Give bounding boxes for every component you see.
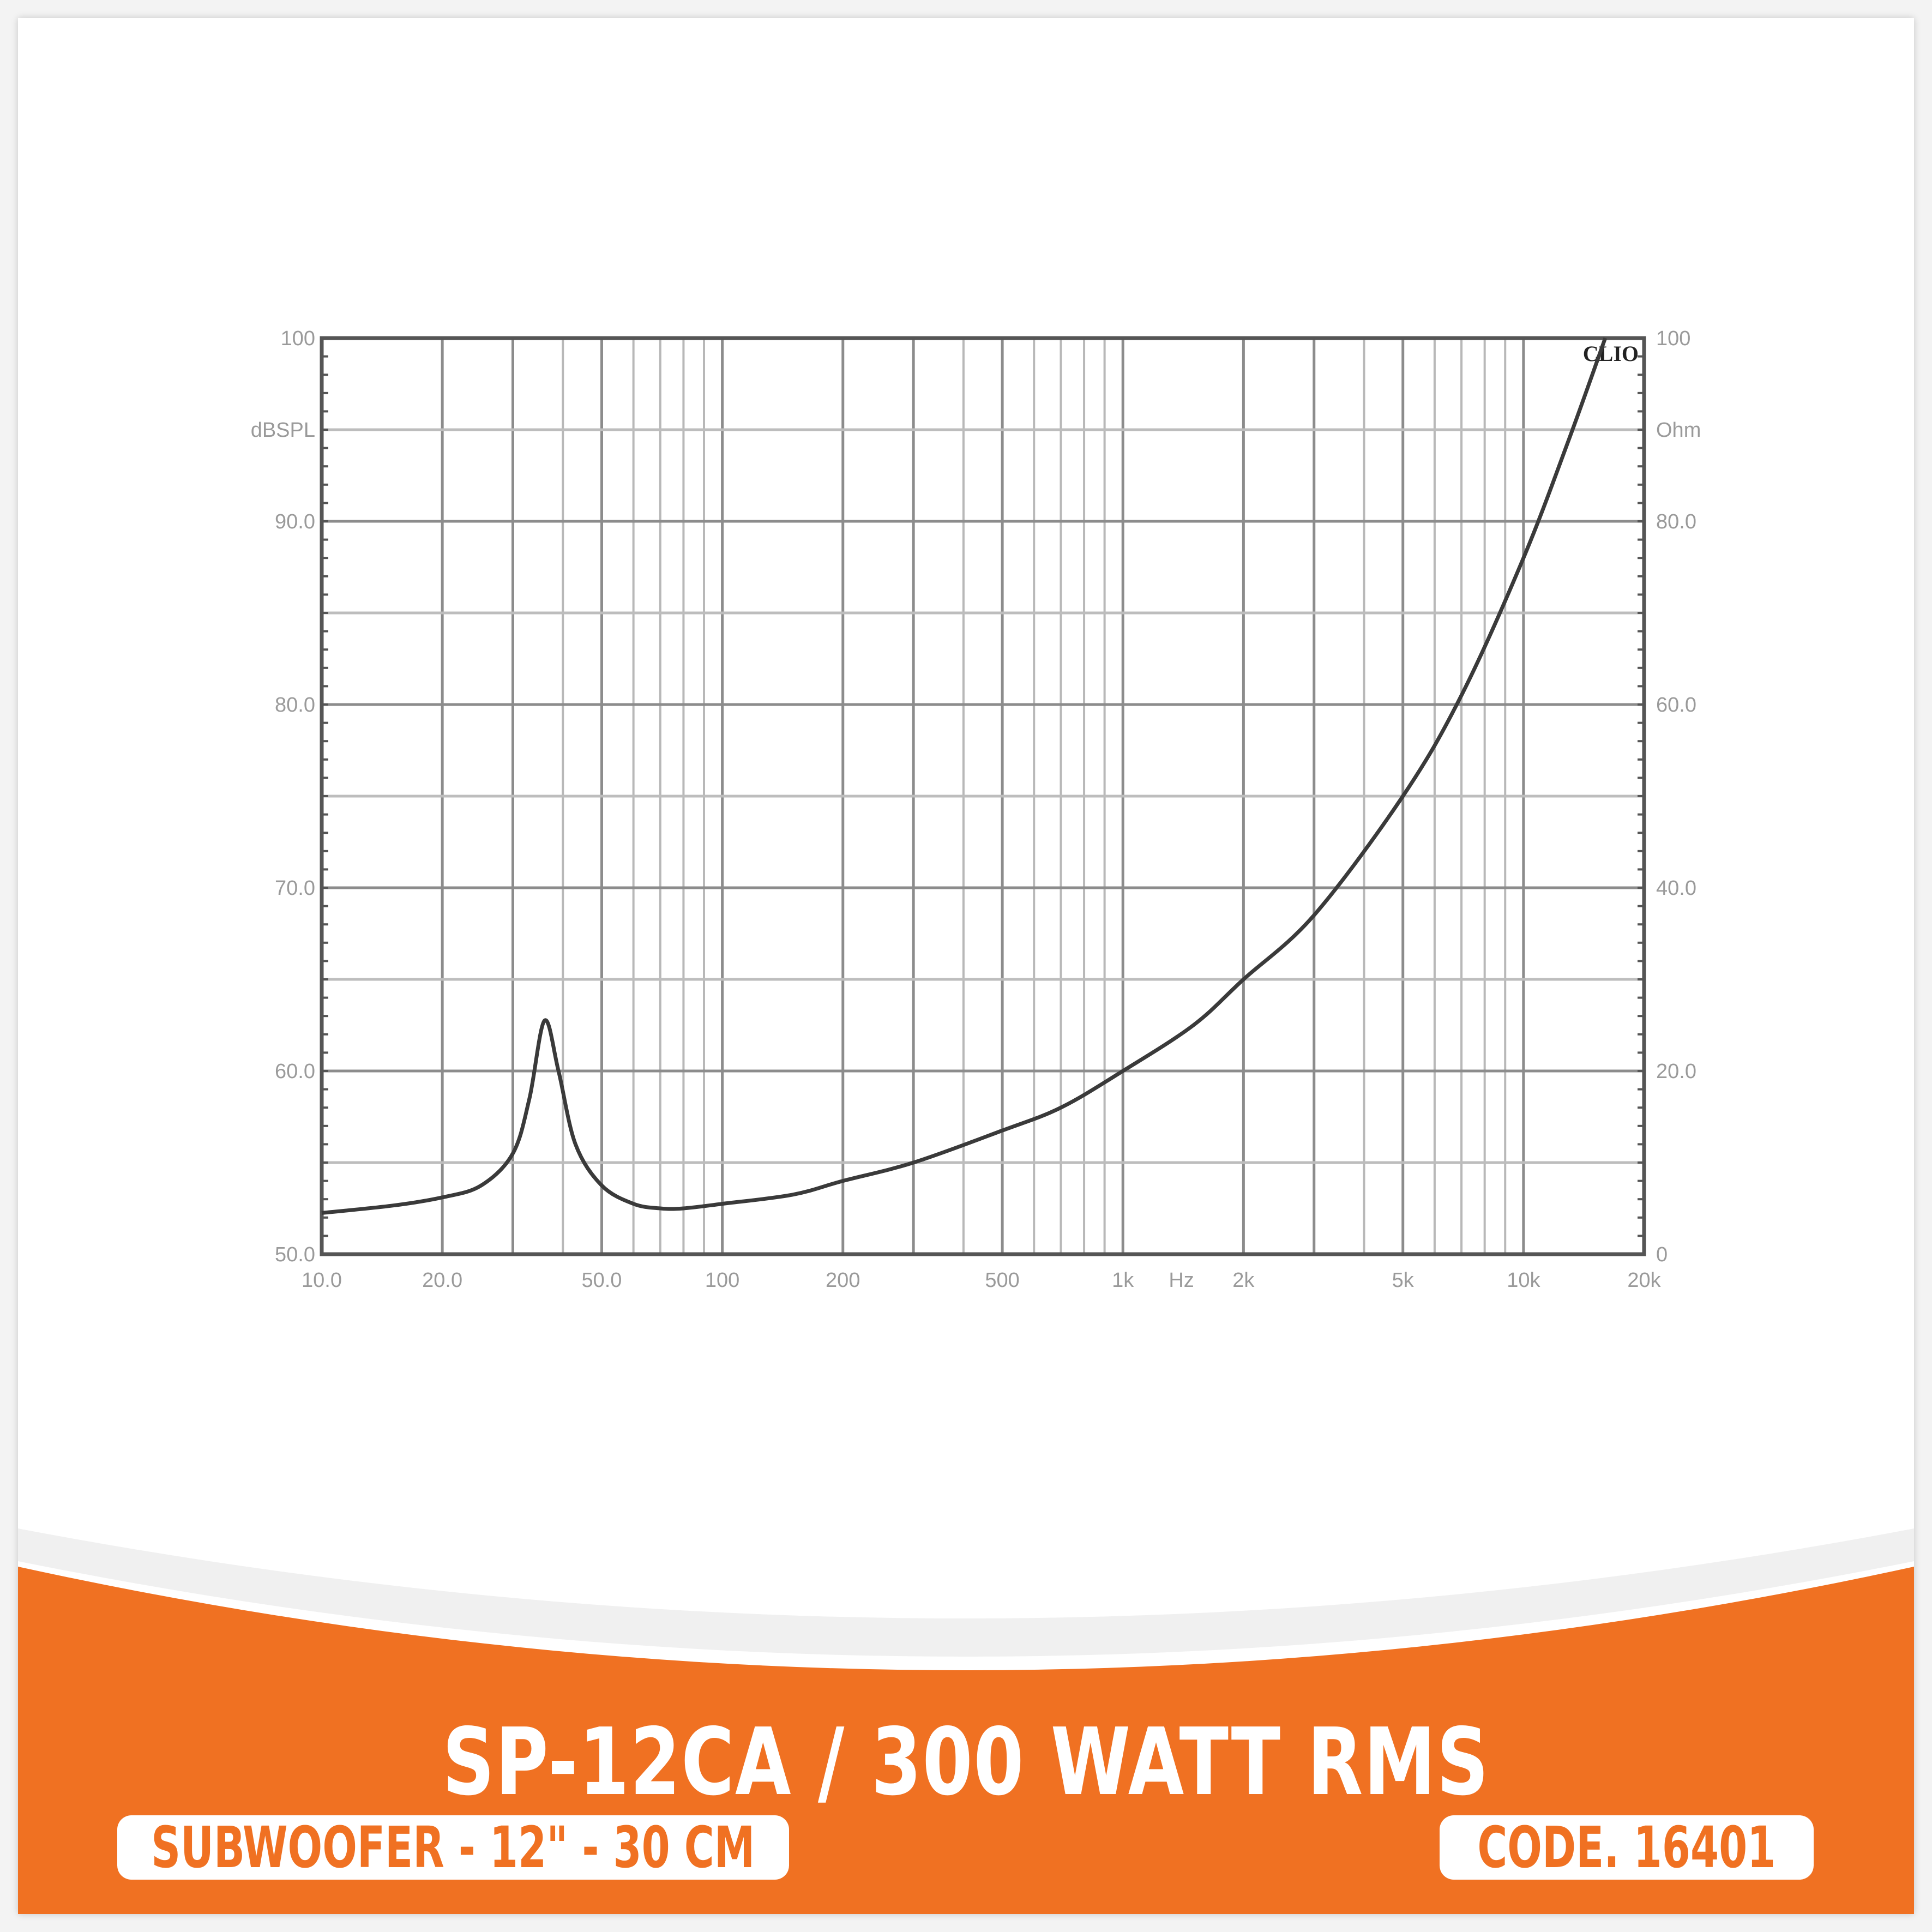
y-axis-left-label: 70.0 bbox=[275, 877, 315, 900]
x-axis-label: 10k bbox=[1507, 1269, 1540, 1292]
y-axis-left-label: 90.0 bbox=[275, 510, 315, 533]
x-axis-label: 10.0 bbox=[302, 1269, 342, 1292]
y-axis-right-label: 100 bbox=[1656, 327, 1690, 350]
y-axis-left-label: 100 bbox=[281, 327, 315, 350]
y-axis-right-label: Ohm bbox=[1656, 419, 1701, 442]
x-axis-label: 200 bbox=[826, 1269, 860, 1292]
y-axis-right-label: 60.0 bbox=[1656, 694, 1696, 717]
x-axis-label: 1k bbox=[1112, 1269, 1134, 1292]
x-axis-label: 100 bbox=[705, 1269, 739, 1292]
y-axis-right-label: 80.0 bbox=[1656, 510, 1696, 533]
impedance-curve bbox=[321, 337, 1608, 1215]
product-card: 100 dBSPL 90.0 80.0 70.0 60.0 50.0 100 Ohm 80.0 60… bbox=[18, 18, 1914, 1914]
x-axis-label: 50.0 bbox=[581, 1269, 622, 1292]
y-axis-right-label: 20.0 bbox=[1656, 1060, 1696, 1083]
x-axis-label: 20k bbox=[1627, 1269, 1661, 1292]
clio-brand-mark: CLIO bbox=[1583, 341, 1639, 366]
y-axis-right-label: 40.0 bbox=[1656, 877, 1696, 900]
impedance-chart: 100 dBSPL 90.0 80.0 70.0 60.0 50.0 100 Ohm 80.0 60… bbox=[251, 327, 1701, 1292]
x-axis-label: 2k bbox=[1232, 1269, 1255, 1292]
y-axis-left-label: 60.0 bbox=[275, 1060, 315, 1083]
x-axis-label: 5k bbox=[1392, 1269, 1415, 1292]
product-type-badge: SUBWOOFER - 12" - 30 CM bbox=[117, 1814, 789, 1881]
product-code-badge: CODE. 16401 bbox=[1440, 1814, 1814, 1881]
y-axis-right-label: 0 bbox=[1656, 1243, 1668, 1266]
x-axis-label: 500 bbox=[985, 1269, 1019, 1292]
product-title: SP-12CA / 300 WATT RMS bbox=[442, 1708, 1490, 1816]
product-type-label: SUBWOOFER - 12" - 30 CM bbox=[151, 1814, 755, 1881]
x-axis-label: 20.0 bbox=[422, 1269, 462, 1292]
product-code-label: CODE. 16401 bbox=[1477, 1814, 1776, 1881]
y-axis-left-label: dBSPL bbox=[251, 419, 315, 442]
y-axis-left-label: 80.0 bbox=[275, 694, 315, 717]
x-axis-label: Hz bbox=[1169, 1269, 1194, 1292]
y-axis-left-label: 50.0 bbox=[275, 1243, 315, 1266]
